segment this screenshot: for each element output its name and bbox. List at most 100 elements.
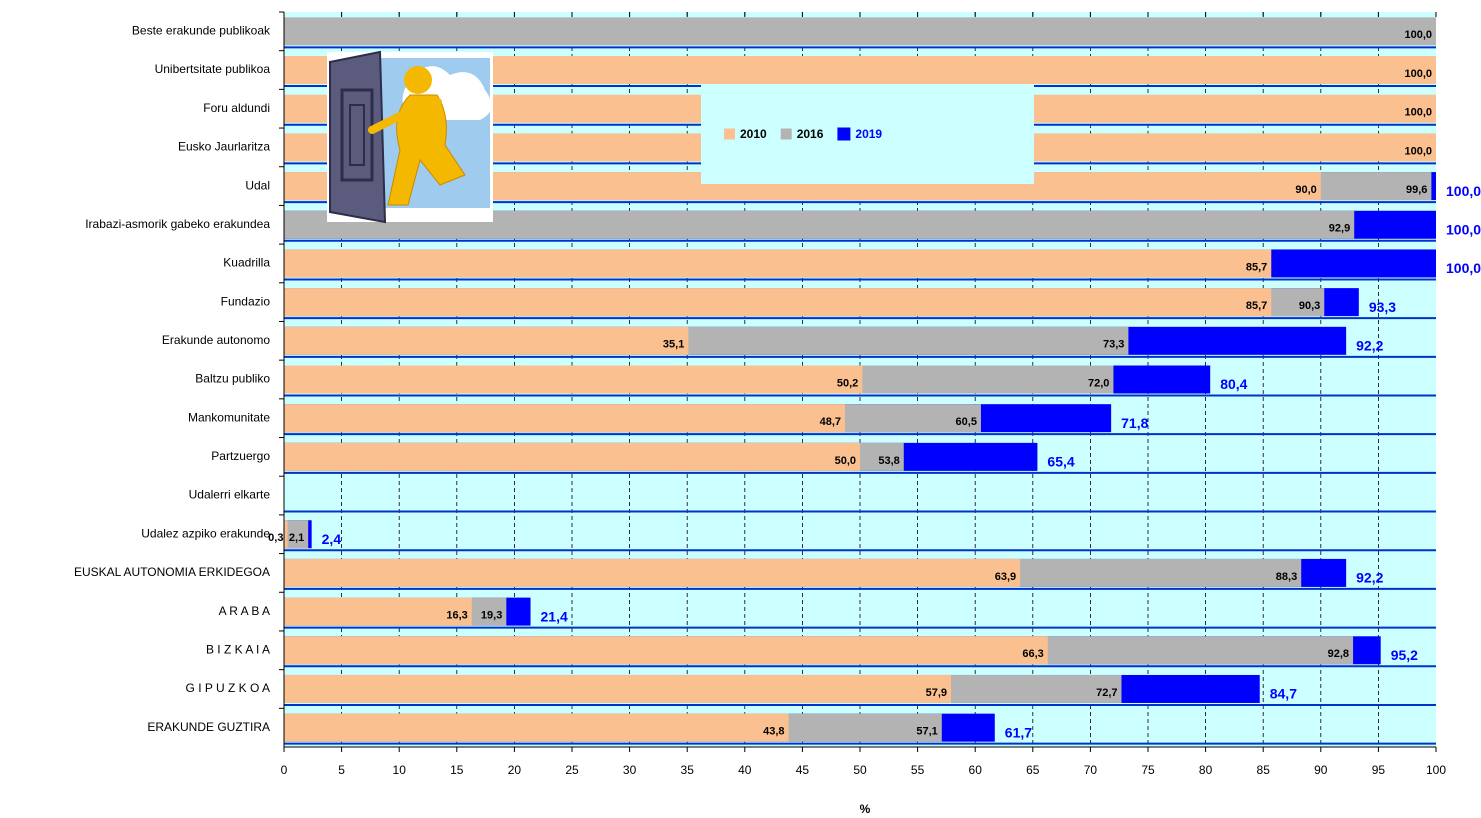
value-label: 53,8: [878, 455, 899, 467]
x-tick-label: 40: [738, 763, 752, 777]
y-tick-label: Baltzu publiko: [195, 372, 270, 386]
value-label: 63,9: [995, 571, 1016, 583]
value-label: 61,7: [1005, 724, 1032, 740]
value-label: 88,3: [1276, 571, 1297, 583]
y-tick-label: Udalez azpiko erakunde: [141, 526, 270, 540]
value-label: 73,3: [1103, 339, 1124, 351]
bar: [284, 675, 951, 703]
value-label: 2,4: [322, 531, 342, 547]
value-label: 19,3: [481, 610, 502, 622]
legend-label: 2019: [855, 127, 882, 141]
x-tick-label: 50: [853, 763, 867, 777]
x-tick-label: 55: [911, 763, 925, 777]
value-label: 100,0: [1446, 183, 1481, 199]
value-label: 48,7: [820, 416, 841, 428]
value-label: 100,0: [1404, 107, 1432, 119]
y-tick-label: Mankomunitate: [188, 410, 270, 424]
value-label: 66,3: [1022, 648, 1043, 660]
legend: 2010 2016 2019: [701, 84, 1034, 184]
y-tick-label: Erakunde autonomo: [162, 333, 270, 347]
x-tick-label: 70: [1084, 763, 1098, 777]
value-label: 93,3: [1369, 299, 1396, 315]
value-label: 100,0: [1404, 29, 1432, 41]
x-tick-label: 75: [1141, 763, 1155, 777]
value-label: 50,2: [837, 377, 858, 389]
value-label: 0,3: [268, 532, 283, 544]
bar: [284, 559, 1020, 587]
value-label: 71,8: [1121, 415, 1148, 431]
x-tick-label: 20: [508, 763, 522, 777]
bar: [284, 443, 860, 471]
value-label: 35,1: [663, 339, 684, 351]
value-label: 84,7: [1270, 686, 1297, 702]
value-label: 80,4: [1220, 376, 1247, 392]
bar: [284, 636, 1048, 664]
y-tick-label: Unibertsitate publikoa: [155, 62, 271, 76]
value-label: 100,0: [1446, 221, 1481, 237]
x-axis-label: %: [860, 802, 871, 816]
value-label: 21,4: [541, 608, 568, 624]
value-label: 100,0: [1404, 145, 1432, 157]
value-label: 57,1: [916, 726, 937, 738]
x-tick-label: 35: [681, 763, 695, 777]
y-tick-label: Irabazi-asmorik gabeko erakundea: [85, 217, 270, 231]
value-label: 100,0: [1404, 68, 1432, 80]
y-tick-label: B I Z K A I A: [206, 642, 270, 656]
value-label: 72,7: [1096, 687, 1117, 699]
x-tick-label: 80: [1199, 763, 1213, 777]
y-tick-label: Udal: [245, 178, 270, 192]
legend-label: 2010: [740, 127, 767, 141]
value-label: 43,8: [763, 726, 784, 738]
value-label: 95,2: [1391, 647, 1418, 663]
x-tick-label: 0: [281, 763, 288, 777]
x-tick-label: 15: [450, 763, 464, 777]
bar: [284, 598, 472, 626]
value-label: 60,5: [956, 416, 977, 428]
legend-label: 2016: [797, 127, 824, 141]
x-tick-label: 5: [338, 763, 345, 777]
value-label: 92,8: [1328, 648, 1349, 660]
y-tick-label: EUSKAL AUTONOMIA ERKIDEGOA: [74, 565, 270, 579]
bar: [284, 366, 862, 394]
value-label: 92,2: [1356, 338, 1383, 354]
y-tick-label: Udalerri elkarte: [189, 488, 271, 502]
y-tick-label: Fundazio: [221, 294, 271, 308]
x-tick-label: 45: [796, 763, 810, 777]
value-label: 50,0: [835, 455, 856, 467]
value-label: 2,1: [289, 532, 304, 544]
value-label: 85,7: [1246, 300, 1267, 312]
x-tick-label: 60: [969, 763, 983, 777]
y-tick-label: Beste erakunde publikoak: [132, 24, 271, 38]
bar: [284, 288, 1271, 316]
value-label: 65,4: [1047, 454, 1074, 470]
x-tick-label: 90: [1314, 763, 1328, 777]
y-tick-label: A R A B A: [219, 604, 270, 618]
value-label: 90,3: [1299, 300, 1320, 312]
value-label: 99,6: [1406, 184, 1427, 196]
x-tick-label: 85: [1257, 763, 1271, 777]
legend-swatch: [724, 129, 735, 140]
value-label: 90,0: [1295, 184, 1316, 196]
bar: [284, 327, 688, 355]
bar: [284, 404, 845, 432]
y-tick-label: G I P U Z K O A: [186, 681, 270, 695]
illustration: [327, 52, 493, 222]
x-tick-label: 100: [1426, 763, 1446, 777]
legend-swatch: [781, 129, 792, 140]
legend-swatch: [837, 128, 850, 141]
chart: 100,0 100,0 100,0 90,0 85,7 85,7 35,1 50,2 48,7 5…: [0, 0, 1481, 818]
y-tick-label: Eusko Jaurlaritza: [178, 140, 270, 154]
y-tick-label: Foru aldundi: [203, 101, 270, 115]
value-label: 92,9: [1329, 223, 1350, 235]
x-tick-label: 95: [1372, 763, 1386, 777]
bar: [284, 249, 1271, 277]
value-label: 57,9: [926, 687, 947, 699]
value-label: 85,7: [1246, 261, 1267, 273]
x-tick-label: 30: [623, 763, 637, 777]
y-tick-label: ERAKUNDE GUZTIRA: [147, 720, 270, 734]
bar: [284, 714, 789, 742]
value-label: 72,0: [1088, 377, 1109, 389]
value-label: 100,0: [1446, 260, 1481, 276]
value-label: 16,3: [446, 610, 467, 622]
x-tick-label: 25: [565, 763, 579, 777]
